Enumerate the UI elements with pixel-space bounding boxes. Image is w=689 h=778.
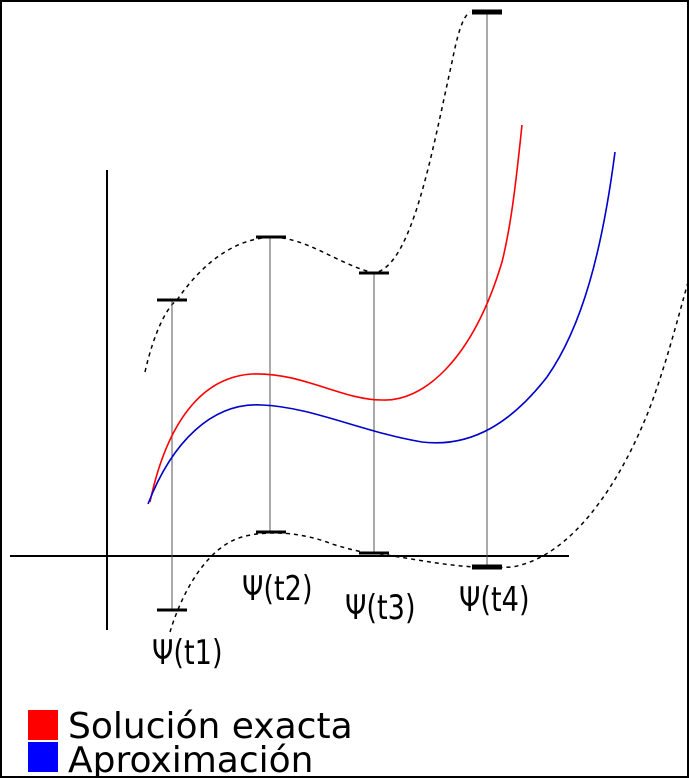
legend-swatch-exact (28, 710, 58, 740)
legend-label-approx: Aproximación (68, 740, 313, 778)
label-psi-t1: Ψ(t1) (152, 633, 223, 673)
legend-swatch-approx (28, 742, 58, 772)
upper-bound-curve (144, 11, 471, 373)
exact-solution-curve (149, 124, 523, 503)
approximation-curve (147, 151, 616, 505)
label-psi-t3: Ψ(t3) (345, 588, 416, 628)
legend-label-exact: Solución exacta (68, 706, 353, 747)
label-psi-t4: Ψ(t4) (459, 580, 530, 620)
label-psi-t2: Ψ(t2) (242, 569, 313, 609)
lower-bound-curve (169, 283, 687, 633)
